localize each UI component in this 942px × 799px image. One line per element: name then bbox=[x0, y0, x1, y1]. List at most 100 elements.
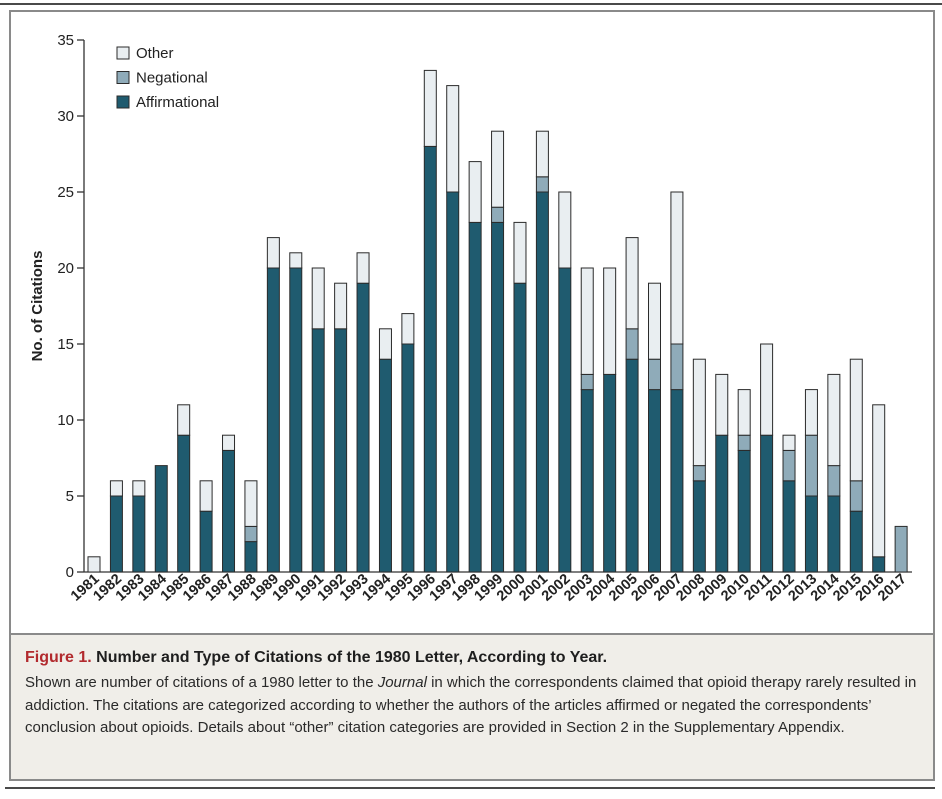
bar-1983-other bbox=[132, 480, 146, 497]
bar-2006-other bbox=[648, 282, 661, 360]
bar-1997 bbox=[446, 85, 460, 573]
bars bbox=[87, 69, 908, 573]
bar-1982-other bbox=[109, 480, 123, 497]
bar-2005-affirmational bbox=[625, 358, 639, 573]
bar-1987 bbox=[222, 434, 236, 573]
bar-2013-affirmational bbox=[804, 495, 818, 573]
bar-2008-other bbox=[692, 358, 706, 467]
bar-1992 bbox=[334, 282, 348, 573]
bar-2002 bbox=[558, 191, 572, 573]
bar-2012-negational bbox=[782, 449, 796, 482]
y-axis-title: No. of Citations bbox=[29, 251, 46, 362]
bar-2006 bbox=[648, 282, 661, 573]
bar-1998-other bbox=[468, 161, 482, 223]
bar-2008-negational bbox=[692, 465, 706, 482]
bar-2014-affirmational bbox=[827, 495, 841, 573]
legend-label-negational: Negational bbox=[136, 70, 208, 87]
bar-2003-negational bbox=[580, 373, 594, 391]
chart-title: Number and Type of Citations of the 1980… bbox=[96, 649, 608, 666]
bar-2009-affirmational bbox=[715, 434, 729, 573]
bar-1996-affirmational bbox=[423, 145, 437, 573]
bar-1981 bbox=[87, 556, 101, 573]
bar-1983 bbox=[132, 480, 146, 573]
bar-1999-affirmational bbox=[491, 221, 505, 573]
caption-title: Figure 1. Number and Type of Citations o… bbox=[25, 647, 919, 669]
caption-body-end: in which the correspondents claimed that… bbox=[25, 674, 917, 736]
top-rule bbox=[0, 3, 942, 5]
bar-2003-affirmational bbox=[580, 389, 594, 573]
bar-1985-other bbox=[177, 404, 191, 436]
bar-1993-other bbox=[356, 252, 370, 284]
bar-1998-affirmational bbox=[468, 221, 482, 573]
bar-1989-affirmational bbox=[266, 267, 280, 573]
bar-2009-other bbox=[715, 373, 729, 436]
bar-1987-affirmational bbox=[222, 449, 236, 573]
bar-1999 bbox=[491, 130, 505, 573]
bar-1987-other bbox=[222, 434, 236, 451]
bar-1994-affirmational bbox=[378, 358, 392, 573]
bar-1999-other bbox=[491, 130, 505, 208]
bar-1991-other bbox=[311, 267, 325, 330]
bar-1993 bbox=[356, 252, 370, 573]
bar-2013-negational bbox=[804, 434, 818, 497]
bar-2010-other bbox=[737, 389, 751, 436]
bar-1997-other bbox=[446, 85, 460, 193]
bar-2002-affirmational bbox=[558, 267, 572, 573]
legend-swatch-other bbox=[116, 46, 130, 60]
bar-1986-other bbox=[199, 480, 213, 512]
bar-1988-affirmational bbox=[244, 541, 258, 573]
bar-2001 bbox=[535, 130, 549, 573]
bar-2011 bbox=[760, 343, 774, 573]
bar-2010-negational bbox=[737, 434, 751, 451]
legend: Other Negational Affirmational bbox=[116, 45, 219, 111]
bar-2005 bbox=[625, 237, 639, 573]
bar-2017-negational bbox=[894, 525, 908, 573]
bar-1986 bbox=[199, 480, 213, 573]
bar-1996-other bbox=[423, 69, 437, 147]
bar-1994 bbox=[378, 328, 392, 573]
bar-1999-negational bbox=[491, 206, 505, 223]
bar-2014-negational bbox=[827, 465, 841, 497]
bottom-rule bbox=[5, 787, 935, 789]
bar-2014 bbox=[827, 373, 841, 573]
bar-1985-affirmational bbox=[177, 434, 191, 573]
bar-2011-affirmational bbox=[760, 434, 774, 573]
bar-2013 bbox=[804, 389, 818, 573]
bar-2008 bbox=[692, 358, 706, 573]
bar-1992-other bbox=[334, 282, 348, 330]
bar-2004-other bbox=[603, 267, 617, 375]
bar-2015-negational bbox=[849, 480, 863, 512]
bar-2016-other bbox=[872, 404, 886, 558]
bar-1991 bbox=[311, 267, 325, 573]
bar-2017 bbox=[894, 525, 908, 573]
bar-2001-affirmational bbox=[535, 191, 549, 573]
y-tick-label: 20 bbox=[57, 260, 74, 277]
bar-1984 bbox=[154, 465, 168, 573]
stacked-bar-chart: 0 5 10 15 20 25 30 35 No. of Citations 198119821… bbox=[29, 32, 912, 605]
bar-1997-affirmational bbox=[446, 191, 460, 573]
bar-1991-affirmational bbox=[311, 328, 325, 573]
legend-label-affirmational: Affirmational bbox=[136, 94, 219, 111]
figure-label: Figure 1. bbox=[25, 649, 92, 666]
x-axis: 1981198219831984198519861987198819891990… bbox=[68, 571, 912, 605]
caption-journal-word: Journal bbox=[377, 674, 427, 691]
bar-2008-affirmational bbox=[692, 480, 706, 573]
bar-2014-other bbox=[827, 373, 841, 467]
bar-2011-other bbox=[760, 343, 774, 436]
bar-2007-negational bbox=[670, 343, 684, 391]
bar-2015-affirmational bbox=[849, 510, 863, 573]
bar-2005-other bbox=[625, 237, 639, 330]
bar-1992-affirmational bbox=[334, 328, 348, 573]
y-tick-label: 25 bbox=[57, 184, 74, 201]
bar-2000 bbox=[513, 221, 527, 573]
bar-1988 bbox=[244, 480, 258, 573]
bar-1990-other bbox=[289, 252, 303, 269]
bar-2006-negational bbox=[648, 358, 661, 391]
bar-2013-other bbox=[804, 389, 818, 436]
bar-2007 bbox=[670, 191, 684, 573]
legend-label-other: Other bbox=[136, 45, 174, 62]
bar-2000-other bbox=[513, 221, 527, 284]
bar-2001-other bbox=[535, 130, 549, 178]
bar-2015 bbox=[849, 358, 863, 573]
figure-caption: Figure 1. Number and Type of Citations o… bbox=[11, 633, 933, 779]
